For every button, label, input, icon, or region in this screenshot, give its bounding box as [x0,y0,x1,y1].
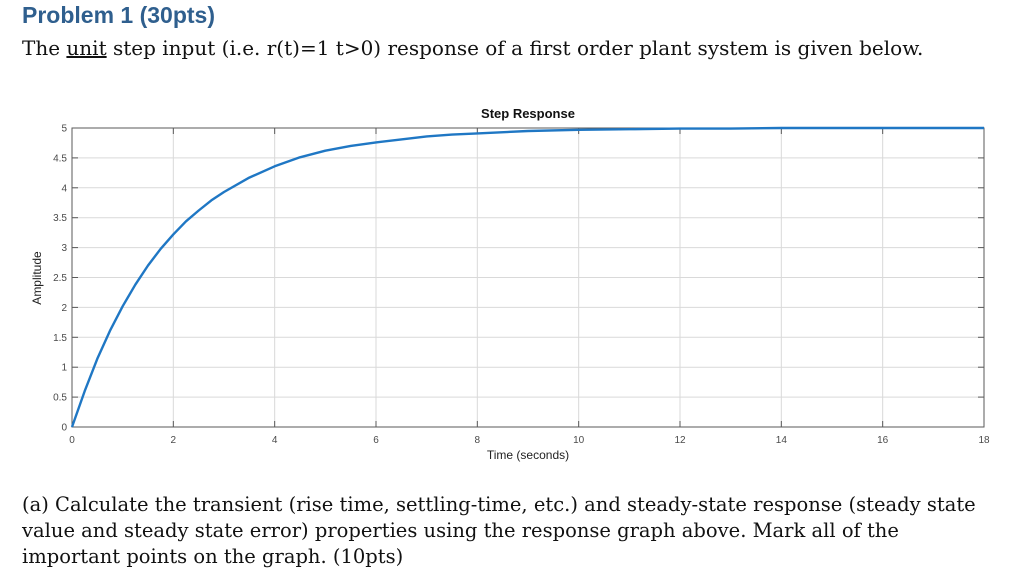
y-tick-label: 3 [61,243,67,254]
y-tick-label: 2.5 [53,273,67,284]
x-tick-label: 12 [674,435,686,446]
x-tick-label: 14 [776,435,788,446]
y-tick-label: 1.5 [53,333,67,344]
y-tick-label: 0 [61,423,67,434]
y-tick-label: 3.5 [53,213,67,224]
axis-ticks [71,127,985,428]
x-tick-label: 0 [69,435,75,446]
grid-lines [71,127,985,428]
chart-title: Step Response [481,106,575,121]
y-tick-label: 5 [61,124,67,135]
x-tick-label: 18 [978,435,990,446]
y-tick-label: 2 [61,303,67,314]
problem-heading: Problem 1 (30pts) [22,2,215,28]
x-tick-label: 4 [272,435,278,446]
y-tick-label: 0.5 [53,393,67,404]
x-tick-label: 6 [373,435,379,446]
intro-text-before: The [22,36,67,60]
x-tick-label: 8 [475,435,481,446]
x-tick-label: 2 [171,435,177,446]
question-a-text: (a) Calculate the transient (rise time, … [22,493,976,568]
y-tick-label: 4.5 [53,153,67,164]
x-tick-label: 10 [573,435,585,446]
x-axis-label: Time (seconds) [487,448,569,462]
y-tick-label: 4 [61,183,67,194]
series-line-step-response [70,126,984,428]
intro-text-after: step input (i.e. r(t)=1 t>0) response of… [106,36,924,60]
intro-underlined-word: unit [66,36,107,60]
y-tick-label: 1 [61,363,67,374]
x-tick-label: 16 [877,435,889,446]
y-axis-label: Amplitude [30,251,44,305]
problem-statement: The unit step input (i.e. r(t)=1 t>0) re… [22,34,923,62]
tick-labels: 0 2 4 6 8 10 12 14 16 18 0 0.5 1 1.5 2 2.5 3 3.5 4 4.5 5 [53,124,990,447]
